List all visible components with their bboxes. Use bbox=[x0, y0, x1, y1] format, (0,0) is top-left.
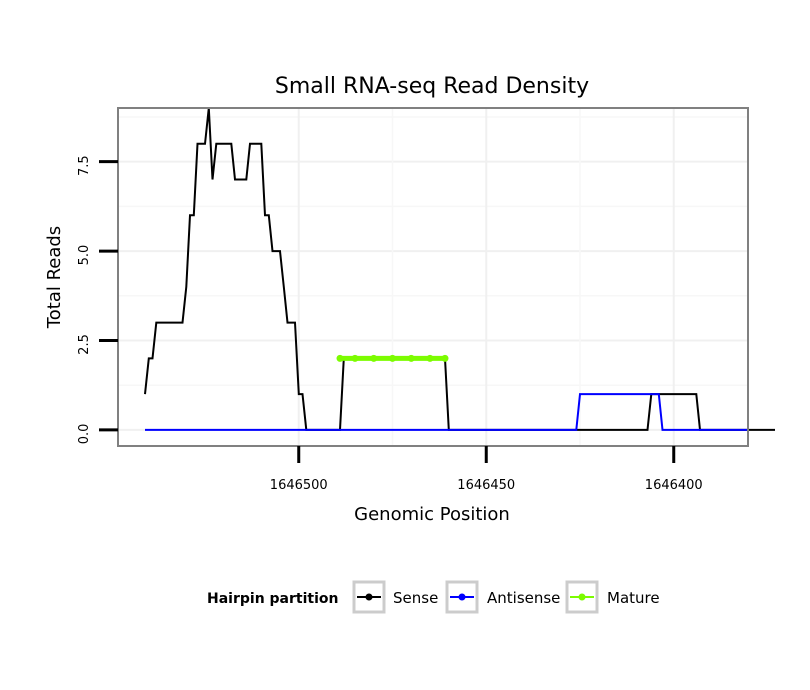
legend-item-sense: Sense bbox=[352, 580, 438, 614]
data-point-mature bbox=[426, 354, 434, 362]
series-lines bbox=[144, 107, 775, 431]
y-tick-label: 2.5 bbox=[77, 334, 92, 355]
data-point-mature bbox=[389, 354, 396, 362]
data-point-mature bbox=[351, 354, 359, 362]
legend-label: Sense bbox=[393, 589, 438, 607]
chart-title: Small RNA-seq Read Density bbox=[275, 74, 589, 99]
legend-title: Hairpin partition bbox=[207, 591, 338, 607]
x-axis-title: Genomic Position bbox=[354, 504, 510, 525]
plot-border bbox=[117, 107, 749, 447]
legend-label: Antisense bbox=[487, 589, 560, 607]
plot-panel bbox=[117, 107, 775, 447]
series-line-antisense bbox=[145, 393, 749, 431]
plot-background bbox=[118, 108, 748, 446]
legend-key-point bbox=[578, 593, 586, 601]
x-tick-label: 1646400 bbox=[645, 478, 703, 493]
data-point-mature bbox=[370, 354, 378, 362]
x-tick-label: 1646500 bbox=[270, 478, 328, 493]
legend-item-antisense: Antisense bbox=[445, 580, 560, 614]
legend: Hairpin partition Sense Antisense Mature bbox=[207, 580, 660, 614]
data-point-mature bbox=[336, 354, 344, 362]
y-axis: 0.0 2.5 5.0 7.5 bbox=[77, 155, 118, 444]
legend-item-mature: Mature bbox=[565, 580, 660, 614]
legend-label: Mature bbox=[607, 589, 660, 607]
legend-key-point bbox=[458, 593, 466, 601]
x-tick-label: 1646450 bbox=[457, 478, 515, 493]
data-point-mature bbox=[407, 354, 415, 362]
data-point-mature bbox=[441, 354, 449, 362]
legend-key-point bbox=[365, 593, 373, 601]
legend-items: Sense Antisense Mature bbox=[352, 580, 660, 614]
x-axis: 1646500 1646450 1646400 bbox=[270, 446, 703, 493]
y-tick-label: 5.0 bbox=[77, 245, 92, 266]
y-axis-title: Total Reads bbox=[44, 226, 65, 329]
y-tick-label: 0.0 bbox=[77, 424, 92, 445]
y-tick-label: 7.5 bbox=[77, 155, 92, 176]
